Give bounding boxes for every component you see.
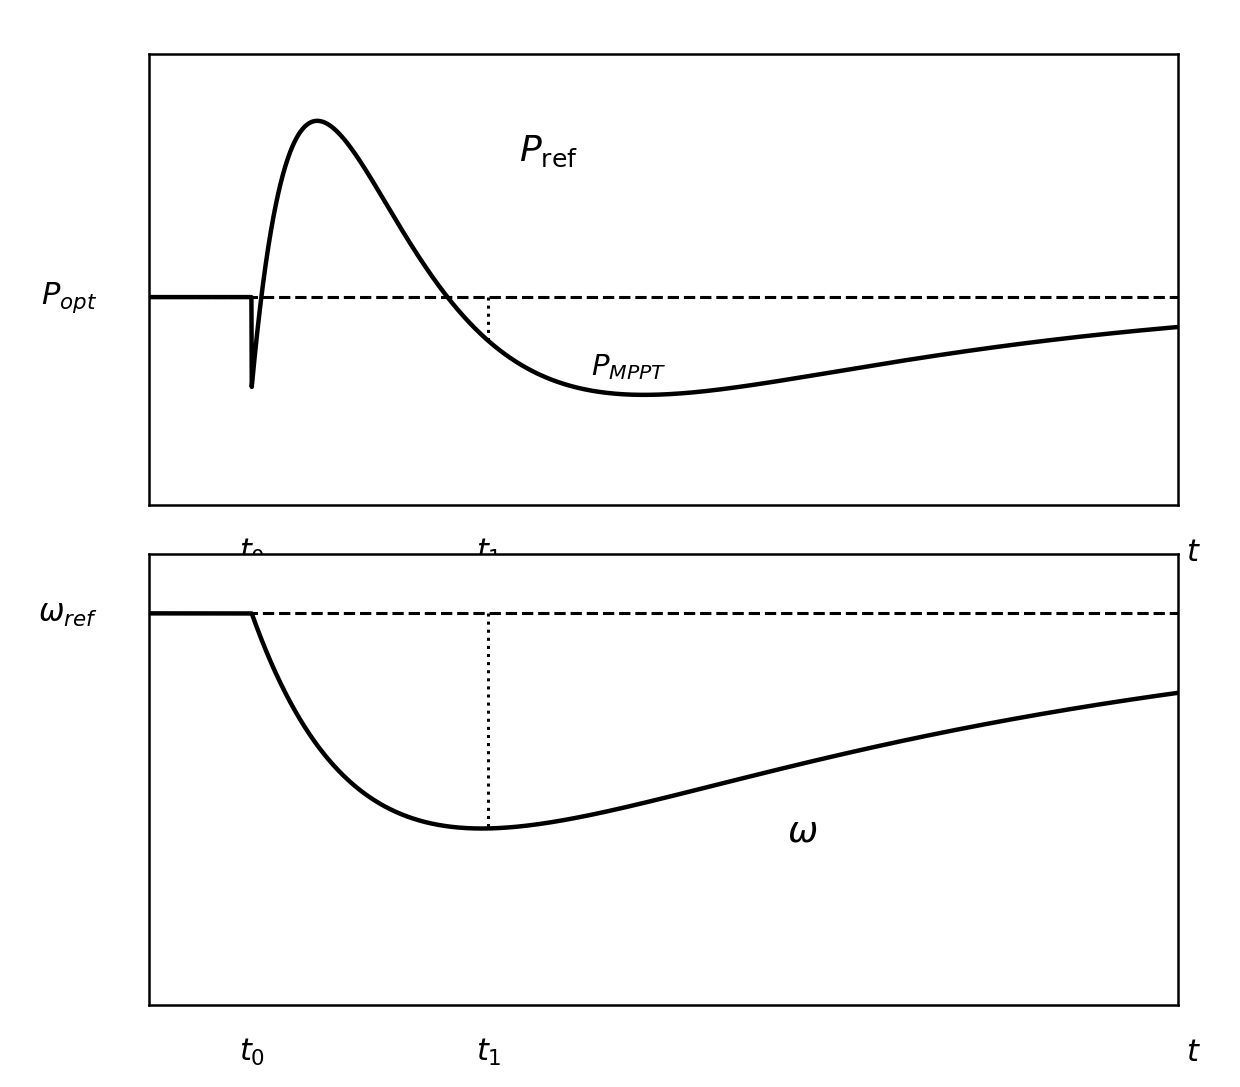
Text: $t$: $t$ (1185, 537, 1200, 569)
Text: $t_0$: $t_0$ (238, 537, 265, 569)
Text: $t_1$: $t_1$ (476, 1037, 501, 1069)
Text: $\omega_{ref}$: $\omega_{ref}$ (37, 598, 97, 629)
Text: $P_{\mathrm{ref}}$: $P_{\mathrm{ref}}$ (520, 134, 579, 168)
Text: $\omega$: $\omega$ (787, 815, 817, 849)
Text: $P_{MPPT}$: $P_{MPPT}$ (591, 352, 667, 382)
Text: $P_{opt}$: $P_{opt}$ (41, 279, 97, 314)
Text: $t$: $t$ (1185, 1037, 1200, 1069)
Text: $t_1$: $t_1$ (476, 537, 501, 569)
Text: $t_0$: $t_0$ (238, 1037, 265, 1069)
